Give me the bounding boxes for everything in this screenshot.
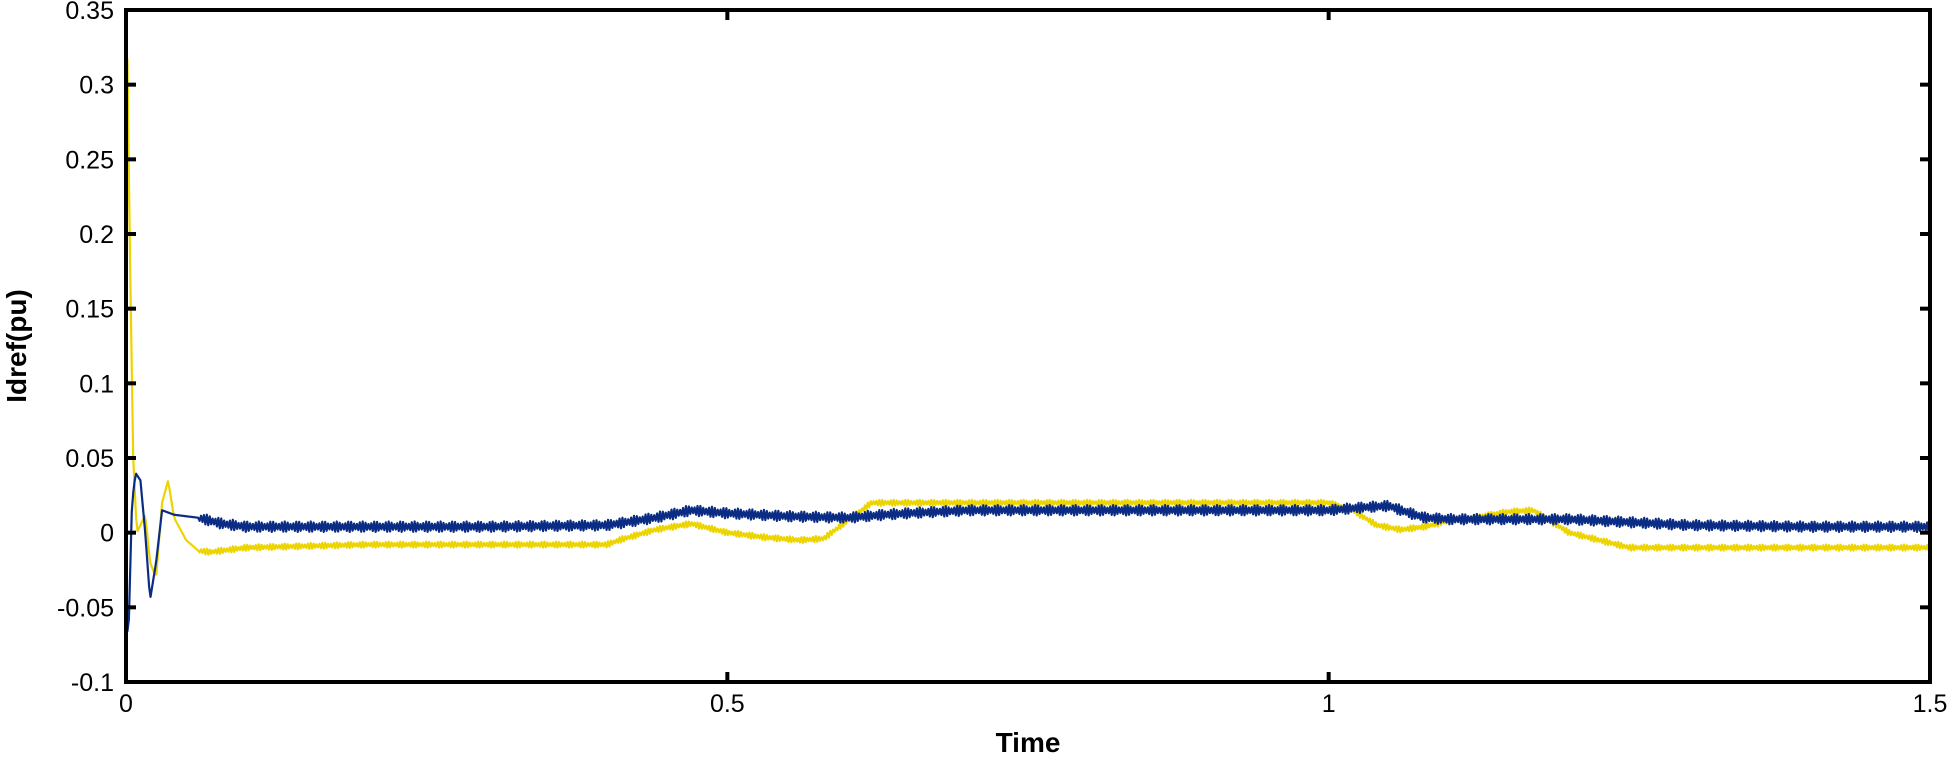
y-tick-label: -0.1	[71, 669, 114, 697]
x-tick-label: 1	[1322, 690, 1336, 718]
y-tick-label: 0.15	[65, 296, 114, 324]
x-tick-label: 0	[119, 690, 133, 718]
tick-layer: 0 0.5 1 1.5 -0.1 -0.05 0 0.05 0.1 0.15 0.2 0.25 0.3 0…	[57, 0, 1947, 718]
y-tick-label: 0.05	[65, 445, 114, 473]
x-tick-label: 1.5	[1913, 690, 1948, 718]
y-tick-label: 0.2	[79, 221, 114, 249]
y-tick-label: 0.35	[65, 0, 114, 25]
series-line-1	[124, 58, 1932, 576]
y-tick-label: 0.1	[79, 370, 114, 398]
y-tick-label: 0.25	[65, 146, 114, 174]
series-layer	[124, 58, 1932, 633]
y-tick-label: -0.05	[57, 594, 114, 622]
y-axis-label: Idref(pu)	[1, 289, 32, 403]
x-axis-label: Time	[996, 727, 1061, 758]
series-line-2	[124, 472, 1932, 633]
plot-area-frame	[124, 8, 1932, 684]
y-tick-label: 0	[100, 520, 114, 548]
x-tick-label: 0.5	[710, 690, 745, 718]
y-tick-label: 0.3	[79, 72, 114, 100]
